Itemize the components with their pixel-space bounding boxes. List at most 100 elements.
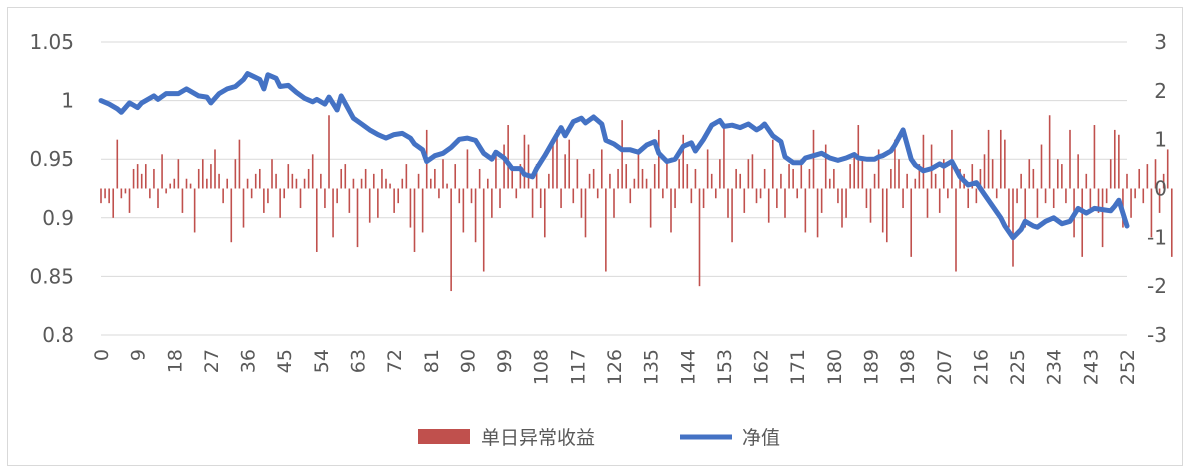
bar — [568, 139, 571, 189]
bar — [332, 188, 334, 238]
bar — [1134, 188, 1136, 199]
legend: 单日异常收益 净值 — [418, 427, 780, 449]
bar — [719, 159, 721, 189]
bar — [364, 168, 367, 189]
bar — [401, 178, 404, 189]
bar — [747, 159, 750, 189]
bar — [442, 159, 444, 189]
bar — [193, 188, 196, 233]
bar — [189, 183, 192, 189]
bar — [714, 188, 717, 199]
bar — [771, 139, 774, 189]
bar — [124, 188, 127, 194]
bar — [979, 168, 982, 189]
bar — [283, 188, 286, 199]
bar — [1081, 188, 1084, 257]
x-tick-label: 171 — [787, 349, 809, 385]
bar — [792, 168, 794, 189]
bar — [397, 188, 400, 204]
bar — [527, 144, 530, 189]
bar — [983, 154, 986, 189]
bar — [299, 188, 302, 209]
bar — [511, 168, 514, 189]
bar — [267, 188, 269, 204]
bar — [804, 188, 807, 233]
bar — [324, 188, 326, 209]
bar — [368, 188, 371, 223]
x-tick-label: 234 — [1044, 349, 1066, 385]
bar — [828, 178, 831, 189]
bar — [560, 188, 562, 209]
right-tick-label: -1 — [1147, 225, 1167, 249]
bar — [816, 188, 819, 238]
bar — [739, 173, 742, 189]
bar — [389, 183, 391, 189]
bar — [552, 144, 554, 189]
bar — [596, 188, 599, 199]
bar — [812, 129, 815, 189]
bar — [617, 168, 619, 189]
bar — [1008, 188, 1010, 228]
bar — [165, 188, 167, 194]
bar — [144, 164, 147, 189]
left-tick-label: 0.95 — [29, 147, 74, 171]
bar — [250, 188, 253, 199]
bar — [784, 188, 786, 218]
x-tick-label: 72 — [384, 349, 406, 373]
bar — [686, 164, 689, 189]
bar — [657, 129, 660, 189]
bar — [621, 120, 623, 189]
net-value-line — [98, 71, 1130, 241]
bar — [222, 188, 224, 204]
bar — [890, 168, 892, 189]
bar — [377, 188, 379, 218]
bar — [1130, 188, 1132, 218]
x-tick-label: 36 — [238, 349, 260, 373]
bar — [307, 168, 310, 189]
bar — [258, 168, 261, 189]
bar — [254, 173, 257, 189]
x-tick-label: 225 — [1007, 349, 1029, 385]
bar — [1097, 188, 1100, 213]
left-tick-label: 0.8 — [42, 323, 74, 347]
bar — [360, 178, 363, 189]
bar — [702, 188, 705, 209]
bar — [735, 168, 737, 189]
bar — [417, 173, 420, 189]
bar — [1052, 188, 1055, 209]
bar — [344, 164, 347, 189]
bar — [535, 164, 538, 189]
bar — [914, 178, 917, 189]
bar — [841, 188, 843, 228]
bar — [877, 149, 880, 189]
bar — [955, 188, 957, 272]
bar — [824, 144, 827, 189]
bar — [320, 173, 322, 189]
bar — [600, 149, 603, 189]
bar — [1142, 188, 1145, 204]
bar — [1109, 159, 1112, 189]
bar — [1061, 164, 1063, 189]
bar — [938, 188, 941, 213]
x-tick-label: 54 — [311, 349, 333, 373]
bar — [543, 188, 546, 238]
bar — [116, 139, 119, 189]
bar — [653, 164, 656, 189]
bar — [352, 178, 355, 189]
bar — [1004, 139, 1006, 189]
bar — [987, 129, 990, 189]
bar — [336, 188, 338, 204]
bar — [670, 188, 672, 233]
bar — [991, 159, 994, 189]
bar — [743, 188, 746, 213]
bar — [1028, 159, 1031, 189]
bar — [108, 188, 110, 204]
bar — [405, 164, 408, 189]
bar — [169, 183, 172, 189]
bar — [881, 188, 884, 233]
x-axis-ticks: 0 9 18 27 36 45 54 63 72 81 90 99 108 117 126 135 144 153… — [91, 349, 1139, 385]
bar — [853, 154, 856, 189]
bar — [238, 139, 241, 189]
bar — [161, 154, 163, 189]
